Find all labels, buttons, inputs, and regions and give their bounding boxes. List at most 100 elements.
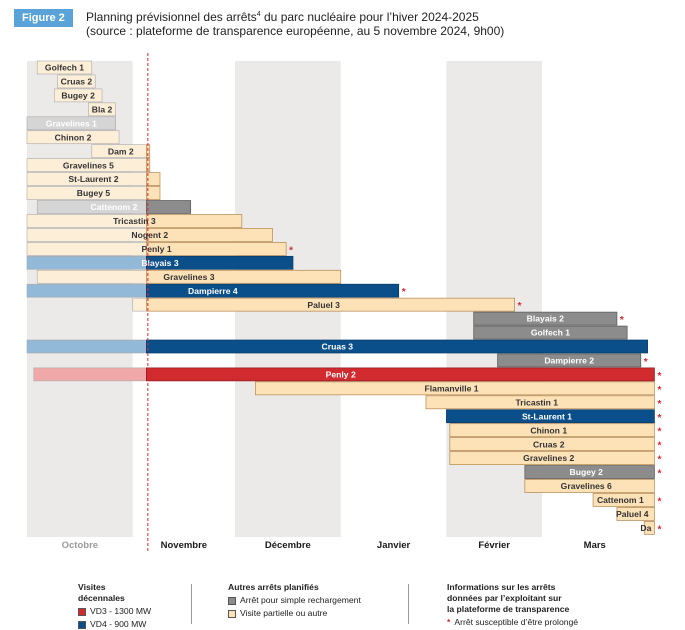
legend-recharge-label: Arrêt pour simple rechargement [240, 595, 361, 605]
bar-label-3: Bla 2 [92, 104, 113, 114]
bar-label-1: Cruas 2 [61, 77, 93, 87]
bar-past-1 [57, 74, 96, 89]
bar-label-28: Gravelines 2 [523, 453, 574, 463]
bar-past-20 [26, 339, 147, 354]
bar-30 [524, 479, 655, 493]
month-label-1: Novembre [161, 540, 207, 551]
bar-label-22: Penly 2 [326, 370, 356, 380]
legend-partielle: Visite partielle ou autre [228, 608, 361, 619]
bar-label-8: St-Laurent 2 [68, 174, 118, 184]
bar-label-19: Golfech 1 [531, 328, 570, 338]
legend-vd4: VD4 - 900 MW [78, 619, 151, 630]
month-label-0: Octobre [62, 540, 98, 551]
legend-vd4-label: VD4 - 900 MW [90, 619, 147, 629]
bar-past-5 [26, 130, 120, 145]
month-label-4: Février [478, 540, 510, 551]
bar-27 [449, 437, 655, 451]
legend-separator-1 [191, 584, 192, 624]
bar-past-12 [26, 228, 147, 242]
legend-info-title-a: Informations sur les arrêts [447, 582, 556, 592]
bar-11 [146, 214, 243, 228]
bar-star-21: * [644, 357, 648, 368]
legend-vd-title-b: décennales [78, 593, 125, 603]
legend-vd-title-a: Visites [78, 582, 106, 592]
bar-label-2: Bugey 2 [61, 91, 95, 101]
bar-label-5: Chinon 2 [55, 132, 92, 142]
bar-label-25: St-Laurent 1 [522, 411, 572, 421]
bar-label-31: Cattenom 1 [597, 495, 644, 505]
bar-past-3 [88, 102, 116, 117]
bar-star-33: * [657, 524, 661, 535]
bar-29 [524, 465, 655, 479]
bar-17 [146, 297, 515, 312]
bar-label-20: Cruas 3 [322, 342, 354, 352]
legend-partielle-swatch [228, 609, 236, 618]
bar-8 [146, 172, 161, 186]
bar-label-6: Dam 2 [108, 146, 134, 156]
bar-star-25: * [657, 413, 661, 424]
legend-info-title-b: données par l’exploitant sur [447, 593, 562, 603]
legend-vd3: VD3 - 1300 MW [78, 606, 151, 617]
legend-info-title-c: la plateforme de transparence [447, 604, 570, 614]
legend-info: Informations sur les arrêts données par … [447, 582, 578, 628]
bar-label-15: Gravelines 3 [163, 272, 214, 282]
bar-past-14 [26, 255, 147, 270]
bar-label-27: Cruas 2 [533, 439, 565, 449]
bar-label-14: Blayais 3 [141, 258, 178, 268]
bar-label-0: Golfech 1 [45, 63, 84, 73]
legend-separator-2 [408, 584, 409, 624]
bar-20 [146, 339, 648, 354]
legend-star-label: Arrêt susceptible d’être prolongé [454, 617, 579, 627]
bar-label-16: Dampierre 4 [188, 286, 238, 296]
bar-13 [146, 242, 287, 256]
bar-19 [473, 325, 628, 340]
legend-vd4-swatch [78, 620, 86, 629]
bar-label-23: Flamanville 1 [425, 383, 479, 393]
bar-26 [449, 423, 655, 438]
bar-star-31: * [657, 496, 661, 507]
legend-star: * Arrêt susceptible d’être prolongé [447, 617, 578, 628]
bar-star-18: * [620, 315, 624, 326]
bar-star-16: * [402, 287, 406, 298]
bar-star-13: * [289, 245, 293, 256]
title-footnote: 4 [256, 11, 261, 18]
bar-label-11: Tricastin 3 [113, 216, 156, 226]
bar-9 [146, 186, 161, 200]
bar-past-22 [33, 367, 147, 382]
bar-star-29: * [657, 469, 661, 480]
chart-title: Planning prévisionnel des arrêts4 du par… [86, 8, 676, 38]
bar-past-13 [26, 242, 147, 256]
bar-past-15 [36, 269, 147, 284]
month-label-2: Décembre [265, 540, 311, 551]
bar-31 [592, 493, 655, 507]
title-line1-a: Planning prévisionnel des arrêts [86, 10, 257, 24]
bar-label-26: Chinon 1 [530, 425, 567, 435]
bar-14 [146, 255, 294, 270]
bar-12 [146, 228, 273, 242]
legend-other-title: Autres arrêts planifiés [228, 582, 319, 592]
figure-badge: Figure 2 [14, 9, 73, 27]
legend-vd3-label: VD3 - 1300 MW [90, 606, 152, 616]
bar-star-27: * [657, 441, 661, 452]
bar-label-4: Gravelines 1 [46, 118, 97, 128]
bar-16 [146, 283, 400, 298]
bar-star-26: * [657, 427, 661, 438]
bar-10 [146, 200, 192, 214]
bar-label-13: Penly 1 [142, 244, 172, 254]
bar-label-29: Bugey 2 [570, 467, 604, 477]
bar-label-9: Bugey 5 [77, 188, 111, 198]
bar-24 [425, 395, 655, 410]
bar-label-33: Da [640, 523, 651, 533]
title-line1-b: du parc nucléaire pour l’hiver 2024-2025 [260, 10, 479, 24]
bar-33 [643, 520, 655, 535]
bar-28 [449, 451, 655, 465]
bar-star-24: * [657, 399, 661, 410]
legend-vd3-swatch [78, 607, 86, 616]
bar-star-17: * [518, 301, 522, 312]
legend-recharge-swatch [228, 596, 236, 605]
bar-past-0 [36, 60, 93, 75]
bar-label-10: Cattenom 2 [91, 202, 138, 212]
month-label-3: Janvier [377, 540, 411, 551]
bar-23 [255, 381, 655, 396]
bar-label-30: Gravelines 6 [561, 481, 612, 491]
